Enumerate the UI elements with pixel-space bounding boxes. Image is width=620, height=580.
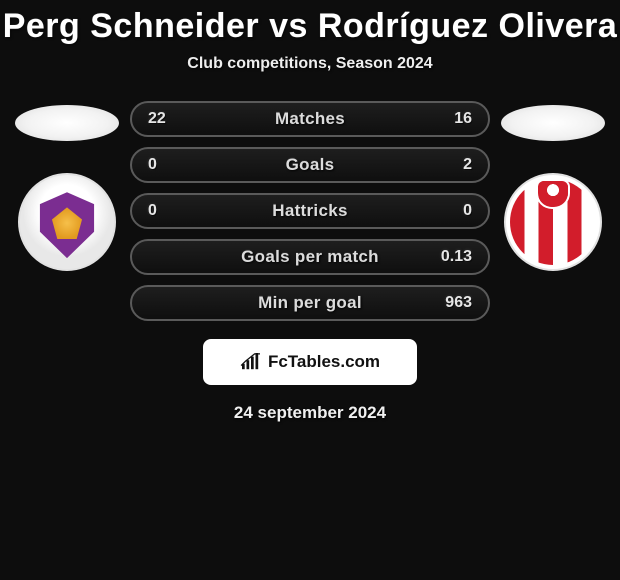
stat-label: Hattricks (272, 201, 347, 221)
subtitle: Club competitions, Season 2024 (0, 55, 620, 73)
stat-label: Matches (275, 109, 345, 129)
bar-chart-icon (240, 353, 262, 371)
stat-row-goals: 0 Goals 2 (130, 147, 490, 183)
right-player-column (498, 101, 608, 271)
right-club-badge (504, 173, 602, 271)
left-player-column (12, 101, 122, 271)
stat-label: Goals (286, 155, 335, 175)
stat-left-value: 0 (148, 202, 184, 220)
main-row: 22 Matches 16 0 Goals 2 0 Hattricks 0 Go… (0, 101, 620, 321)
footer-date: 24 september 2024 (0, 403, 620, 423)
stat-right-value: 2 (436, 156, 472, 174)
stat-right-value: 0.13 (436, 248, 472, 266)
right-player-placeholder (501, 105, 605, 141)
stat-row-min-per-goal: Min per goal 963 (130, 285, 490, 321)
left-club-badge (18, 173, 116, 271)
page-title: Perg Schneider vs Rodríguez Olivera (0, 8, 620, 45)
stat-right-value: 16 (436, 110, 472, 128)
stat-label: Min per goal (258, 293, 362, 313)
brand-badge: FcTables.com (203, 339, 417, 385)
stat-left-value: 22 (148, 110, 184, 128)
stats-column: 22 Matches 16 0 Goals 2 0 Hattricks 0 Go… (130, 101, 490, 321)
left-player-placeholder (15, 105, 119, 141)
stat-row-hattricks: 0 Hattricks 0 (130, 193, 490, 229)
stat-right-value: 963 (436, 294, 472, 312)
stat-right-value: 0 (436, 202, 472, 220)
stat-label: Goals per match (241, 247, 379, 267)
comparison-card: Perg Schneider vs Rodríguez Olivera Club… (0, 0, 620, 440)
stat-row-matches: 22 Matches 16 (130, 101, 490, 137)
brand-text: FcTables.com (268, 352, 380, 372)
stat-row-goals-per-match: Goals per match 0.13 (130, 239, 490, 275)
stat-left-value: 0 (148, 156, 184, 174)
